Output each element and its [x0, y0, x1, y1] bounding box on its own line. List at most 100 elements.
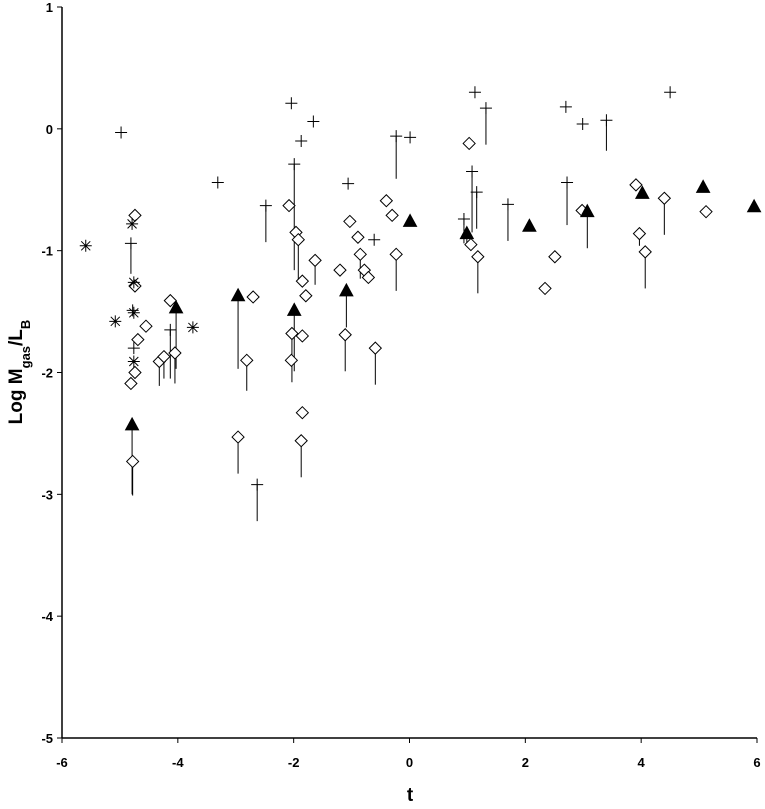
diamond-point — [657, 191, 672, 205]
diamond-point — [240, 353, 254, 368]
diamond-point — [638, 245, 652, 259]
diamond-point — [338, 328, 352, 342]
plus-point — [251, 478, 264, 491]
diamond-point — [629, 178, 643, 192]
diamond-point — [464, 237, 478, 252]
plus-point — [466, 165, 479, 178]
plus-point — [561, 176, 574, 189]
diamond-point — [632, 226, 647, 241]
triangle-point — [286, 302, 302, 316]
diamond-point — [128, 365, 142, 380]
y-tick-label: 0 — [46, 122, 53, 137]
diamond-point — [389, 247, 403, 262]
plus-point — [501, 198, 514, 211]
diamond-point — [361, 270, 376, 285]
y-axis-label: Log Mgas/LB — [6, 320, 33, 425]
plus-point — [115, 126, 128, 139]
triangle-point — [124, 416, 140, 431]
diamond-point — [285, 326, 299, 341]
diamond-point — [125, 454, 140, 469]
x-tick-label: -2 — [288, 755, 300, 770]
triangle-point — [522, 218, 537, 232]
diamond-point — [131, 332, 145, 347]
plus-point — [342, 177, 355, 190]
diamond-point — [295, 405, 310, 420]
plus-point — [368, 233, 381, 246]
plus-point — [390, 130, 403, 143]
y-tick-label: -2 — [41, 366, 53, 381]
plus-point — [468, 86, 481, 99]
asterisk-point — [127, 276, 140, 289]
plus-point — [479, 102, 492, 115]
plus-point — [600, 114, 613, 127]
diamond-point — [343, 214, 357, 229]
diamond-point — [128, 208, 142, 223]
diamond-point — [294, 434, 308, 448]
plus-point — [457, 212, 470, 225]
diamond-point — [548, 250, 562, 264]
diamond-point — [295, 274, 310, 288]
y-axis-label-part: gas — [18, 346, 33, 368]
asterisk-point — [127, 306, 140, 319]
plus-point — [404, 131, 417, 144]
asterisk-point — [127, 355, 140, 368]
diamond-point — [353, 247, 367, 262]
diamond-point — [282, 198, 296, 213]
diamond-point — [308, 253, 322, 268]
x-tick-label: 0 — [406, 755, 413, 770]
diamond-point — [379, 194, 394, 208]
asterisk-point — [126, 217, 139, 230]
plus-point — [295, 135, 308, 148]
diamond-point — [471, 250, 485, 264]
plus-point — [470, 186, 483, 199]
diamond-point — [231, 430, 245, 444]
x-axis-label: t — [407, 785, 414, 806]
plus-point — [664, 86, 677, 99]
diamond-point — [351, 230, 365, 244]
plus-point — [307, 115, 320, 128]
plus-point — [211, 176, 224, 189]
x-tick-label: 4 — [638, 755, 646, 770]
triangle-point — [746, 198, 762, 213]
x-tick-label: 6 — [753, 755, 760, 770]
plus-point — [288, 158, 301, 171]
x-tick-label: 2 — [522, 755, 529, 770]
diamond-point — [284, 353, 299, 368]
plus-point — [164, 323, 177, 336]
triangle-point — [695, 179, 711, 193]
plus-point — [576, 117, 589, 130]
diamond-point — [139, 319, 153, 333]
diamond-point — [368, 341, 383, 355]
asterisk-point — [186, 321, 199, 334]
diamond-point — [333, 263, 347, 277]
diamond-point — [299, 289, 313, 303]
plus-point — [124, 237, 137, 250]
plus-point — [285, 97, 298, 110]
y-axis-label-part: /L — [6, 329, 27, 346]
diamond-point — [699, 204, 713, 219]
y-tick-label: -4 — [41, 609, 53, 624]
y-tick-label: -1 — [41, 244, 53, 259]
triangle-point — [230, 287, 246, 302]
diamond-point — [295, 329, 310, 343]
diamond-point — [128, 279, 142, 293]
diamond-point — [168, 346, 182, 360]
diamond-point — [462, 136, 476, 151]
diamond-point — [124, 376, 138, 391]
x-tick-label: -4 — [172, 755, 184, 770]
y-tick-label: 1 — [46, 0, 53, 15]
asterisk-point — [109, 315, 122, 328]
diamond-point — [157, 349, 171, 364]
y-tick-label: -3 — [41, 487, 53, 502]
triangle-point — [168, 299, 184, 314]
triangle-point — [634, 185, 650, 199]
y-tick-label: -5 — [41, 731, 53, 746]
y-axis-label-part: B — [18, 320, 33, 329]
triangle-point — [339, 282, 354, 297]
plus-point — [559, 100, 572, 113]
asterisk-point — [79, 239, 92, 252]
triangle-point — [459, 225, 475, 240]
diamond-point — [291, 232, 306, 247]
diamond-point — [246, 290, 260, 304]
